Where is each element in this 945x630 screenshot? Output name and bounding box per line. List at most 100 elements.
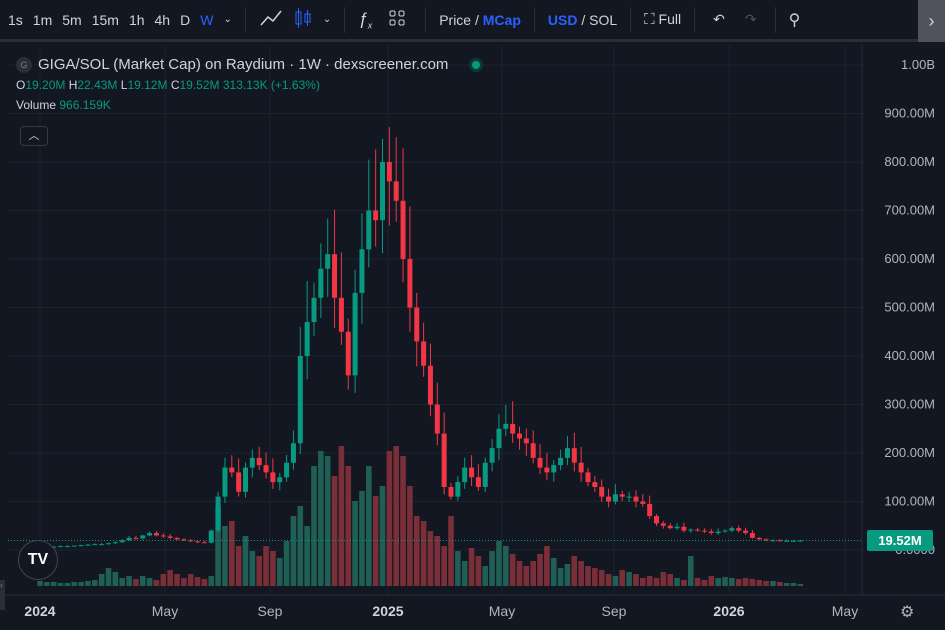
volume-bar	[646, 576, 653, 586]
quick-search-icon[interactable]: ⚲	[788, 11, 801, 29]
volume-bar	[578, 561, 584, 586]
volume-bar	[475, 556, 482, 586]
candle-body	[222, 467, 228, 497]
close-value: 19.52M	[179, 78, 220, 92]
volume-bar	[640, 578, 646, 586]
candle-body	[578, 462, 584, 473]
price-axis-label: 1.00B	[901, 57, 935, 72]
scroll-left-chevron-icon[interactable]: ‹	[0, 580, 5, 610]
volume-bar	[133, 579, 139, 586]
volume-bar	[660, 572, 667, 586]
volume-bar	[571, 556, 578, 586]
sol-option[interactable]: SOL	[589, 11, 618, 28]
volume-bar	[509, 554, 516, 586]
volume-bar	[57, 583, 64, 586]
candle-body	[290, 443, 296, 463]
volume-bar	[78, 582, 84, 586]
candle-body	[791, 540, 796, 542]
candle-body	[126, 537, 132, 541]
volume-bar	[304, 526, 310, 586]
chart-type-chevron-icon[interactable]: ⌄	[322, 14, 332, 25]
candle-body	[386, 162, 392, 182]
time-axis-label: May	[832, 603, 858, 619]
tradingview-logo[interactable]: TV	[18, 540, 58, 580]
time-axis-label: 2026	[713, 603, 744, 619]
interval-1m[interactable]: 1m	[32, 11, 53, 28]
candle-body	[585, 472, 591, 483]
volume-bar	[605, 574, 612, 586]
interval-5m[interactable]: 5m	[62, 11, 82, 28]
usd-option[interactable]: USD	[547, 11, 578, 28]
candle-body	[85, 544, 91, 546]
ohlc-row: O19.20M H22.43M L19.12M C19.52M 313.13K …	[16, 78, 480, 92]
interval-dropdown-chevron-icon[interactable]: ⌄	[223, 14, 232, 25]
candle-body	[277, 477, 283, 483]
candle-body	[510, 423, 516, 434]
interval-1s[interactable]: 1s	[8, 11, 23, 28]
candle-body	[325, 254, 331, 269]
currency-toggle[interactable]: USD / SOL	[543, 12, 622, 28]
candle-body	[469, 467, 475, 478]
volume-bar	[283, 541, 290, 586]
candle-body	[551, 465, 557, 473]
volume-bar	[715, 578, 721, 586]
redo-icon[interactable]: ↷	[744, 11, 757, 27]
candle-body	[647, 503, 653, 517]
chart-settings-gear-icon[interactable]: ⚙	[900, 604, 915, 621]
collapse-legend-button[interactable]: ︿	[20, 126, 48, 146]
volume-bar	[770, 581, 776, 586]
price-option[interactable]: Price	[439, 11, 472, 28]
slash: /	[581, 11, 586, 28]
undo-icon[interactable]: ↶	[713, 11, 725, 27]
indicators-fx-icon[interactable]: ƒx	[358, 8, 373, 31]
candle-chart-icon[interactable]	[288, 7, 318, 32]
close-label: C	[170, 78, 180, 92]
fullscreen-button[interactable]: ⛶ Full	[639, 11, 686, 28]
volume-bar	[797, 584, 804, 586]
volume-bar	[550, 558, 557, 586]
candle-body	[523, 438, 529, 444]
volume-bar	[790, 583, 797, 586]
candle-body	[78, 545, 84, 547]
interval-W[interactable]: W	[200, 11, 214, 28]
candle-body	[188, 540, 194, 542]
volume-bar	[37, 581, 43, 586]
time-axis-label: Sep	[258, 603, 283, 619]
interval-D[interactable]: D	[180, 11, 191, 28]
line-chart-icon[interactable]	[254, 9, 288, 30]
candle-body	[181, 539, 187, 541]
candle-body	[784, 540, 790, 542]
volume-value: 966.159K	[59, 98, 111, 112]
candle-body	[407, 259, 413, 308]
fullscreen-label: Full	[658, 11, 682, 27]
layout-grid-icon[interactable]	[377, 10, 417, 29]
volume-bar	[187, 574, 194, 586]
volume-bar	[496, 541, 502, 586]
candle-body	[619, 494, 625, 497]
volume-bar	[598, 570, 605, 586]
candle-body	[201, 542, 207, 544]
interval-1h[interactable]: 1h	[128, 11, 145, 28]
candle-body	[770, 540, 776, 542]
price-chart[interactable]: 1.00B 900.00M 800.00M 700.00M 600.00M 500.00M…	[0, 45, 945, 630]
divider	[533, 6, 535, 33]
volume-bar	[407, 486, 413, 586]
time-axis-label: 2024	[24, 603, 55, 619]
interval-15m[interactable]: 15m	[91, 11, 119, 28]
toolbar-scroll-right-chevron-icon[interactable]: ›	[918, 0, 945, 42]
price-axis-label: 100.00M	[884, 494, 935, 509]
candle-body	[743, 530, 749, 534]
interval-4h[interactable]: 4h	[154, 11, 171, 28]
volume-bar	[461, 561, 468, 586]
volume-bar	[215, 506, 221, 586]
price-mcap-toggle[interactable]: Price / MCap	[434, 12, 526, 28]
volume-bar	[85, 581, 91, 586]
price-axis-label: 400.00M	[884, 348, 935, 363]
candle-body	[612, 494, 618, 502]
volume-bar	[297, 506, 304, 586]
candle-body	[592, 482, 598, 487]
candle-body	[558, 457, 564, 466]
candle-body	[599, 486, 605, 497]
candle-body	[674, 526, 680, 529]
mcap-option[interactable]: MCap	[482, 11, 521, 28]
